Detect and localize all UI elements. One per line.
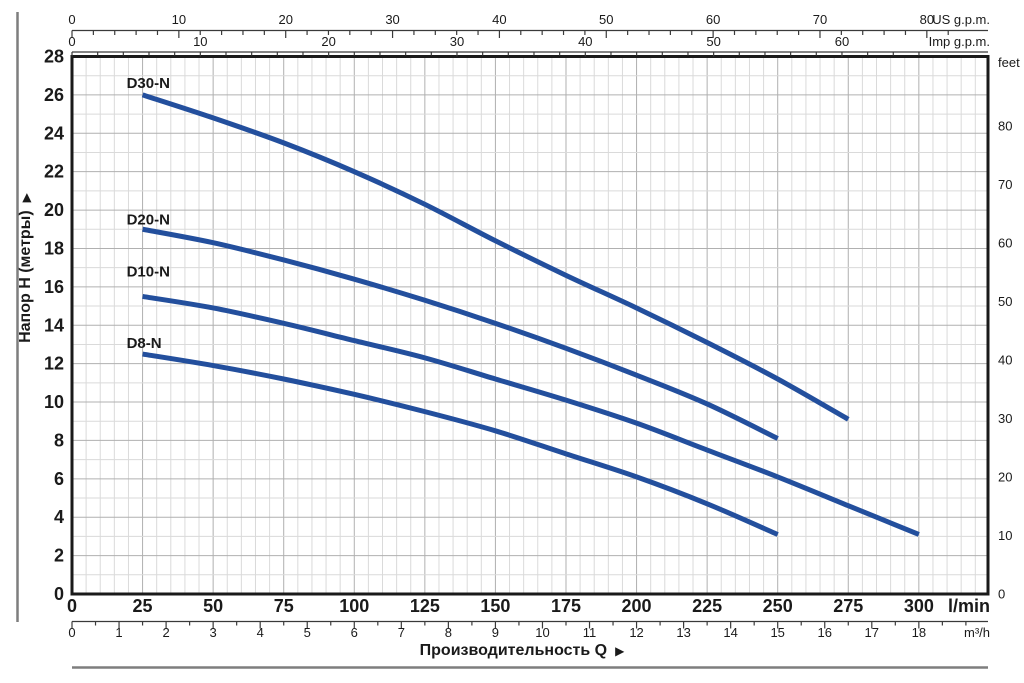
feet-tick-label: 20 — [998, 469, 1012, 484]
m3h-unit-label: m³/h — [964, 625, 990, 640]
metres-tick-label: 28 — [44, 47, 64, 67]
m3h-tick-label: 17 — [865, 625, 879, 640]
m3h-tick-label: 13 — [676, 625, 690, 640]
us-gpm-tick-label: 30 — [385, 12, 399, 27]
m3h-tick-label: 2 — [162, 625, 169, 640]
m3h-tick-label: 0 — [68, 625, 75, 640]
metres-tick-label: 0 — [54, 584, 64, 604]
imp-gpm-tick-label: 0 — [68, 34, 75, 49]
feet-tick-label: 30 — [998, 411, 1012, 426]
metres-tick-label: 26 — [44, 85, 64, 105]
us-gpm-tick-label: 10 — [172, 12, 186, 27]
m3h-tick-label: 7 — [398, 625, 405, 640]
lmin-unit-label: l/min — [948, 596, 990, 616]
lmin-tick-label: 25 — [133, 596, 153, 616]
imp-gpm-tick-label: 10 — [193, 34, 207, 49]
curve-d30-n — [141, 92, 850, 422]
lmin-tick-label: 250 — [763, 596, 793, 616]
metres-tick-label: 6 — [54, 469, 64, 489]
curve-label-d30-n: D30-N — [127, 75, 170, 92]
feet-tick-label: 40 — [998, 352, 1012, 367]
curve-d20-n — [142, 226, 779, 441]
m3h-tick-label: 6 — [351, 625, 358, 640]
us-gpm-tick-label: 70 — [813, 12, 827, 27]
us-gpm-unit-label: US g.p.m. — [932, 12, 990, 27]
metres-tick-label: 18 — [44, 238, 64, 258]
m3h-tick-label: 1 — [115, 625, 122, 640]
lmin-tick-label: 50 — [203, 596, 223, 616]
m3h-tick-label: 5 — [304, 625, 311, 640]
lmin-tick-label: 125 — [410, 596, 440, 616]
us-gpm-tick-label: 50 — [599, 12, 613, 27]
m3h-tick-label: 15 — [770, 625, 784, 640]
lmin-tick-label: 225 — [692, 596, 722, 616]
feet-tick-label: 0 — [998, 587, 1005, 602]
feet-unit-label: feet — [998, 55, 1020, 70]
imp-gpm-tick-label: 20 — [321, 34, 335, 49]
metres-tick-label: 22 — [44, 162, 64, 182]
lmin-tick-label: 75 — [274, 596, 294, 616]
x-axis-title: Производительность Q ▶ — [420, 642, 625, 659]
plot-border — [70, 55, 990, 596]
metres-tick-label: 10 — [44, 392, 64, 412]
metres-tick-label: 16 — [44, 277, 64, 297]
imp-gpm-tick-label: 60 — [835, 34, 849, 49]
curve-label-d20-n: D20-N — [127, 211, 170, 228]
metres-tick-label: 2 — [54, 546, 64, 566]
feet-tick-label: 60 — [998, 235, 1012, 250]
feet-tick-label: 10 — [998, 528, 1012, 543]
us-gpm-tick-label: 80 — [920, 12, 934, 27]
lmin-tick-label: 275 — [833, 596, 863, 616]
lmin-tick-label: 150 — [480, 596, 510, 616]
imp-gpm-tick-label: 50 — [706, 34, 720, 49]
m3h-tick-label: 10 — [535, 625, 549, 640]
us-gpm-tick-label: 60 — [706, 12, 720, 27]
m3h-tick-label: 3 — [210, 625, 217, 640]
curve-label-d10-n: D10-N — [127, 263, 170, 280]
metres-tick-label: 14 — [44, 315, 64, 335]
us-gpm-tick-label: 0 — [68, 12, 75, 27]
curve-d10-n — [142, 293, 920, 537]
m3h-tick-label: 12 — [629, 625, 643, 640]
lmin-tick-label: 100 — [339, 596, 369, 616]
metres-tick-label: 20 — [44, 200, 64, 220]
m3h-tick-label: 9 — [492, 625, 499, 640]
imp-gpm-tick-label: 40 — [578, 34, 592, 49]
curve-d8-n — [142, 351, 779, 537]
m3h-tick-label: 14 — [723, 625, 737, 640]
curve-label-d8-n: D8-N — [127, 335, 162, 352]
metres-tick-label: 12 — [44, 354, 64, 374]
feet-tick-label: 70 — [998, 177, 1012, 192]
imp-gpm-tick-label: 30 — [450, 34, 464, 49]
m3h-tick-label: 4 — [257, 625, 264, 640]
m3h-tick-label: 18 — [912, 625, 926, 640]
us-gpm-tick-label: 20 — [278, 12, 292, 27]
feet-tick-label: 80 — [998, 118, 1012, 133]
y-axis-title: Напор H (метры)▶ — [17, 192, 34, 343]
m3h-tick-label: 8 — [445, 625, 452, 640]
lmin-tick-label: 300 — [904, 596, 934, 616]
imp-gpm-unit-label: Imp g.p.m. — [929, 34, 990, 49]
lmin-tick-label: 175 — [551, 596, 581, 616]
us-gpm-tick-label: 40 — [492, 12, 506, 27]
lmin-tick-label: 0 — [67, 596, 77, 616]
lmin-tick-label: 200 — [622, 596, 652, 616]
metres-tick-label: 8 — [54, 430, 64, 450]
m3h-tick-label: 11 — [583, 625, 597, 640]
metres-tick-label: 4 — [54, 507, 64, 527]
m3h-tick-label: 16 — [818, 625, 832, 640]
feet-tick-label: 50 — [998, 294, 1012, 309]
metres-tick-label: 24 — [44, 123, 64, 143]
